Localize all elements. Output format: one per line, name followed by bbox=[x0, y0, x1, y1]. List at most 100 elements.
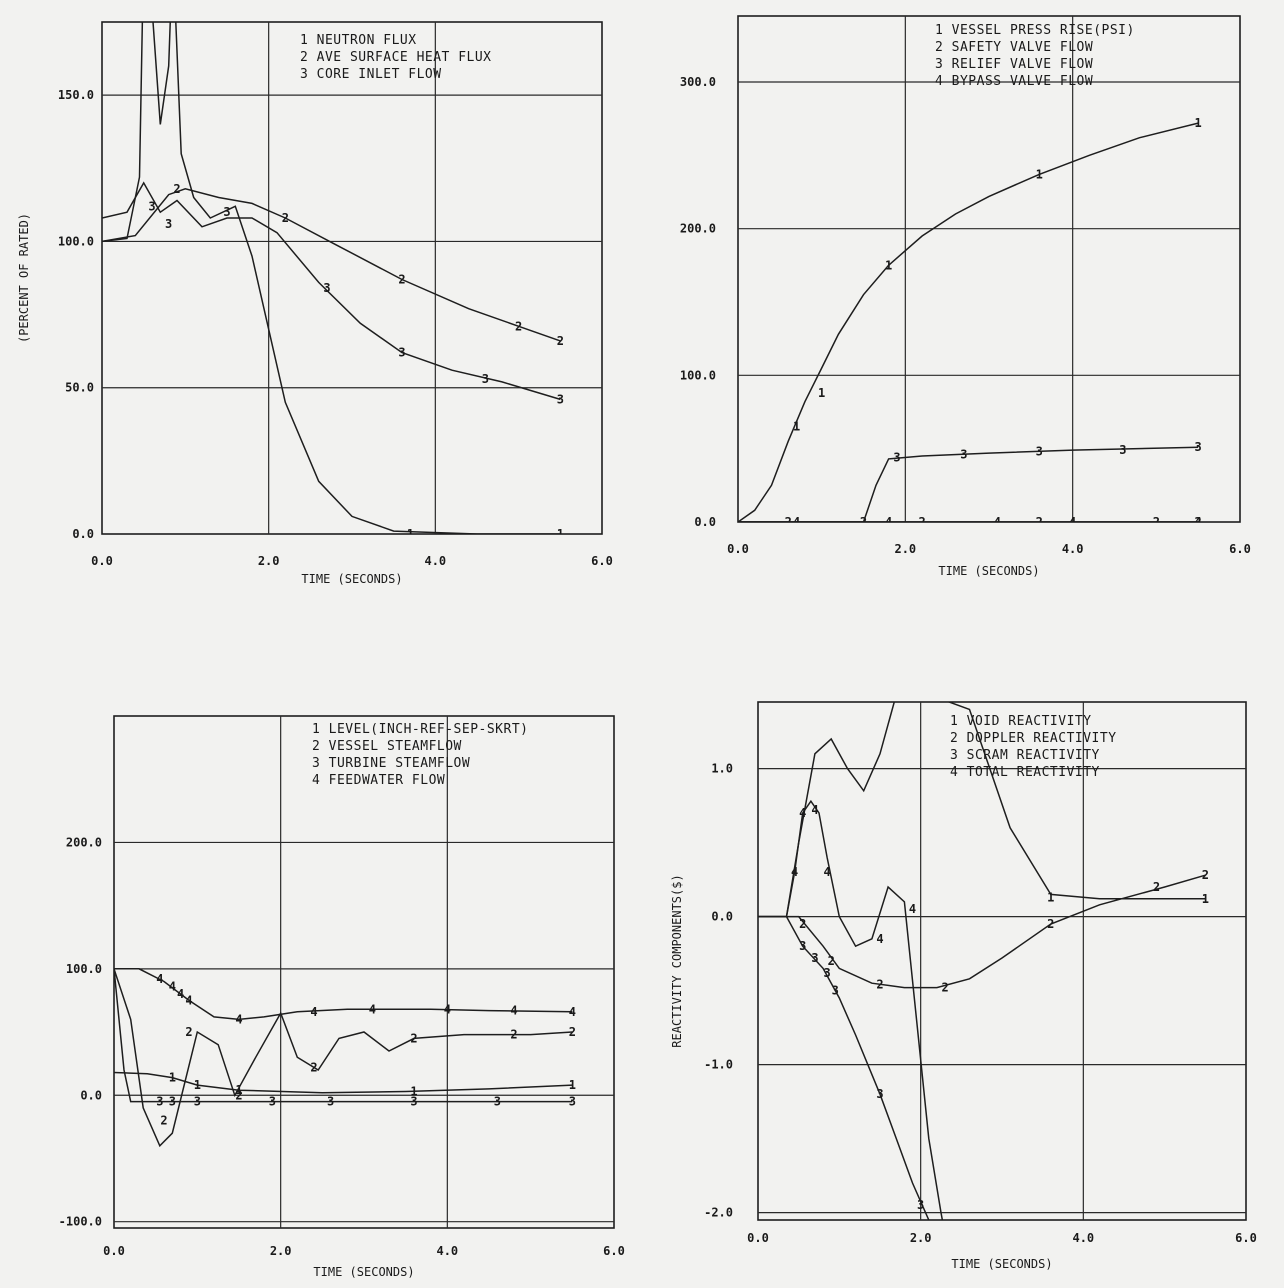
series-marker-4: 4 bbox=[369, 1002, 376, 1016]
series-marker-1: 1 bbox=[818, 386, 825, 400]
series-marker-4: 4 bbox=[799, 806, 806, 820]
series-line-3 bbox=[758, 915, 930, 1220]
series-marker-2: 2 bbox=[398, 272, 405, 286]
x-tick-label: 6.0 bbox=[1229, 542, 1251, 556]
series-marker-4: 4 bbox=[156, 972, 163, 986]
x-tick-label: 0.0 bbox=[91, 554, 113, 568]
series-line-1 bbox=[758, 702, 1206, 918]
plot-frame bbox=[757, 701, 1247, 1221]
legend-entry: 3 SCRAM REACTIVITY bbox=[950, 748, 1100, 763]
series-marker-2: 2 bbox=[918, 515, 925, 529]
series-marker-4: 4 bbox=[909, 902, 916, 916]
series-marker-3: 3 bbox=[323, 281, 330, 295]
x-axis-label: TIME (SECONDS) bbox=[938, 564, 1039, 578]
x-tick-label: 2.0 bbox=[258, 554, 280, 568]
y-tick-label: -1.0 bbox=[704, 1058, 733, 1072]
y-axis-label: REACTIVITY COMPONENTS($) bbox=[670, 874, 684, 1047]
series-marker-4: 4 bbox=[1195, 515, 1202, 529]
x-tick-label: 2.0 bbox=[894, 542, 916, 556]
series-marker-4: 4 bbox=[510, 1004, 517, 1018]
x-tick-label: 4.0 bbox=[424, 554, 446, 568]
x-tick-label: 4.0 bbox=[436, 1244, 458, 1258]
series-marker-3: 3 bbox=[494, 1095, 501, 1109]
y-tick-label: -100.0 bbox=[59, 1215, 102, 1229]
series-marker-3: 3 bbox=[410, 1095, 417, 1109]
series-line-3 bbox=[102, 181, 561, 401]
y-tick-label: 200.0 bbox=[680, 222, 716, 236]
series-marker-4: 4 bbox=[824, 865, 831, 879]
y-tick-label: 0.0 bbox=[711, 910, 733, 924]
series-line-3 bbox=[114, 968, 573, 1103]
series-line-1 bbox=[114, 1071, 573, 1094]
legend-entry: 2 VESSEL STEAMFLOW bbox=[312, 739, 462, 754]
series-line-2 bbox=[114, 968, 573, 1148]
legend-entry: 1 VOID REACTIVITY bbox=[950, 714, 1092, 729]
x-tick-label: 4.0 bbox=[1062, 542, 1084, 556]
series-marker-2: 2 bbox=[235, 1088, 242, 1102]
series-marker-4: 4 bbox=[169, 980, 176, 994]
series-line-4 bbox=[114, 968, 573, 1021]
x-tick-label: 6.0 bbox=[1235, 1231, 1257, 1245]
series-group: 1 1 1 1 1 2 2 2 2 2 2 3 3 3 3 3 4 4 4 4 4 bbox=[738, 116, 1202, 529]
y-tick-label: 0.0 bbox=[80, 1088, 102, 1102]
series-marker-1: 1 bbox=[1195, 116, 1202, 130]
x-tick-label: 6.0 bbox=[591, 554, 613, 568]
y-tick-label: -2.0 bbox=[704, 1206, 733, 1220]
series-marker-2: 2 bbox=[185, 1025, 192, 1039]
y-tick-label: 0.0 bbox=[72, 527, 94, 541]
series-marker-2: 2 bbox=[1047, 917, 1054, 931]
chart-panel-2: 0.0 2.0 4.0 6.0 0.0 100.0 200.0 300.0 TIME (SECO… bbox=[680, 15, 1251, 578]
legend-entry: 4 BYPASS VALVE FLOW bbox=[935, 74, 1093, 89]
series-marker-4: 4 bbox=[235, 1012, 242, 1026]
y-tick-label: 100.0 bbox=[58, 234, 94, 248]
y-tick-label: 0.0 bbox=[694, 515, 716, 529]
series-marker-2: 2 bbox=[569, 1025, 576, 1039]
series-marker-3: 3 bbox=[169, 1095, 176, 1109]
series-marker-4: 4 bbox=[1069, 515, 1076, 529]
series-marker-3: 3 bbox=[223, 205, 230, 219]
legend-entry: 2 SAFETY VALVE FLOW bbox=[935, 40, 1093, 55]
x-tick-label: 0.0 bbox=[747, 1231, 769, 1245]
series-marker-4: 4 bbox=[310, 1005, 317, 1019]
series-marker-1: 1 bbox=[793, 420, 800, 434]
series-marker-1: 1 bbox=[169, 1071, 176, 1085]
series-marker-3: 3 bbox=[1119, 443, 1126, 457]
series-line-4 bbox=[758, 799, 944, 1220]
series-line-1 bbox=[102, 22, 561, 534]
series-marker-2: 2 bbox=[557, 334, 564, 348]
series-marker-3: 3 bbox=[799, 939, 806, 953]
series-marker-1: 1 bbox=[1202, 892, 1209, 906]
series-marker-2: 2 bbox=[860, 515, 867, 529]
legend-entry: 1 NEUTRON FLUX bbox=[300, 33, 417, 48]
y-tick-label: 150.0 bbox=[58, 88, 94, 102]
series-marker-2: 2 bbox=[1153, 880, 1160, 894]
series-marker-3: 3 bbox=[269, 1095, 276, 1109]
series-line-1 bbox=[738, 122, 1199, 522]
series-marker-1: 1 bbox=[1036, 167, 1043, 181]
series-marker-2: 2 bbox=[160, 1114, 167, 1128]
x-tick-label: 6.0 bbox=[603, 1244, 625, 1258]
series-marker-1: 1 bbox=[194, 1078, 201, 1092]
series-marker-4: 4 bbox=[793, 515, 800, 529]
series-marker-3: 3 bbox=[832, 984, 839, 998]
series-marker-3: 3 bbox=[1036, 445, 1043, 459]
legend-entry: 2 AVE SURFACE HEAT FLUX bbox=[300, 50, 492, 65]
series-marker-2: 2 bbox=[876, 978, 883, 992]
series-marker-3: 3 bbox=[811, 951, 818, 965]
series-marker-3: 3 bbox=[876, 1087, 883, 1101]
chart-panel-4: 0.0 2.0 4.0 6.0 -2.0 -1.0 0.0 1.0 TIME (SECONDS)… bbox=[670, 701, 1257, 1271]
series-marker-3: 3 bbox=[1195, 440, 1202, 454]
series-marker-2: 2 bbox=[799, 917, 806, 931]
series-line-2 bbox=[758, 874, 1206, 989]
legend-entry: 3 TURBINE STEAMFLOW bbox=[312, 756, 470, 771]
y-tick-label: 50.0 bbox=[65, 381, 94, 395]
series-marker-3: 3 bbox=[482, 372, 489, 386]
y-tick-label: 100.0 bbox=[680, 368, 716, 382]
x-tick-label: 2.0 bbox=[270, 1244, 292, 1258]
series-marker-4: 4 bbox=[177, 987, 184, 1001]
series-marker-4: 4 bbox=[569, 1005, 576, 1019]
